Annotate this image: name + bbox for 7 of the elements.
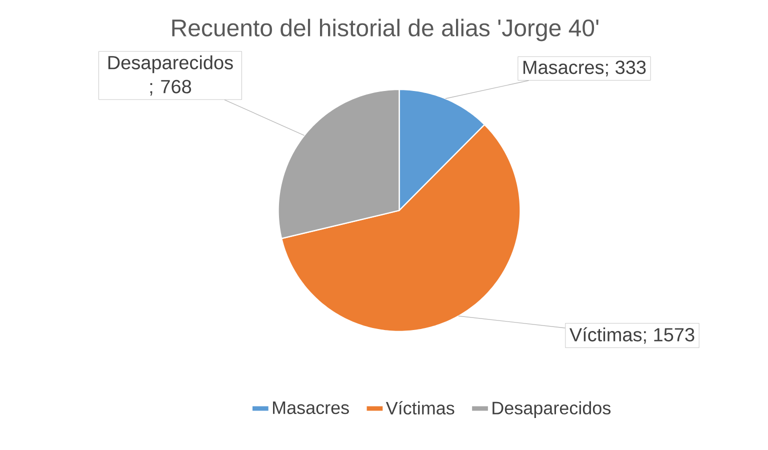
data-label: Víctimas; 1573 (569, 327, 694, 344)
data-label: Masacres; 333 (523, 60, 646, 76)
legend-label: Víctimas (386, 401, 454, 415)
legend-label: Desaparecidos (492, 401, 611, 418)
chart-title: Recuento del historial de alias 'Jorge 40' (172, 18, 598, 42)
data-label: Desaparecidos ; 768 (108, 55, 233, 96)
legend-label: Masacres (273, 402, 349, 414)
